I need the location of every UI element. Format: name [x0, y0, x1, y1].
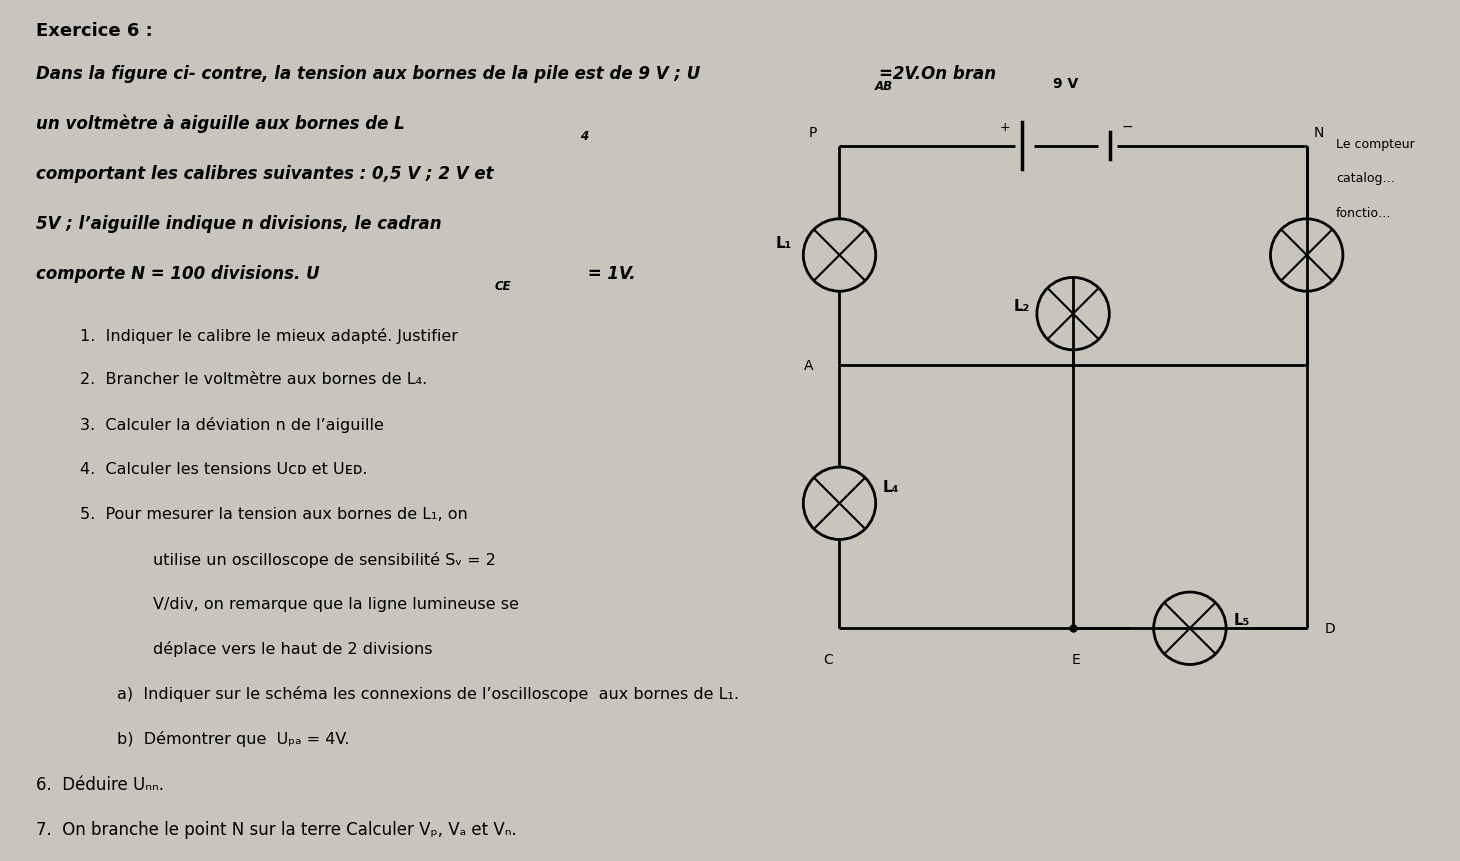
Text: 5.  Pour mesurer la tension aux bornes de L₁, on: 5. Pour mesurer la tension aux bornes de… [80, 506, 469, 521]
Text: 6.  Déduire Uₙₙ.: 6. Déduire Uₙₙ. [36, 775, 165, 793]
Text: L₁: L₁ [775, 235, 791, 251]
Text: a)  Indiquer sur le schéma les connexions de l’oscilloscope  aux bornes de L₁.: a) Indiquer sur le schéma les connexions… [117, 685, 739, 702]
Text: N: N [1314, 126, 1324, 139]
Text: comporte N = 100 divisions. U: comporte N = 100 divisions. U [36, 264, 320, 282]
Text: Dans la figure ci- contre, la tension aux bornes de la pile est de 9 V ; U: Dans la figure ci- contre, la tension au… [36, 65, 701, 83]
Text: CE: CE [495, 280, 511, 293]
Text: 3.  Calculer la déviation n de l’aiguille: 3. Calculer la déviation n de l’aiguille [80, 417, 384, 433]
Text: comportant les calibres suivantes : 0,5 V ; 2 V et: comportant les calibres suivantes : 0,5 … [36, 164, 493, 183]
Text: = 1V.: = 1V. [583, 264, 637, 282]
Text: 2.  Brancher le voltmètre aux bornes de L₄.: 2. Brancher le voltmètre aux bornes de L… [80, 372, 428, 387]
Text: 9 V: 9 V [1053, 77, 1079, 90]
Text: un voltmètre à aiguille aux bornes de L: un voltmètre à aiguille aux bornes de L [36, 115, 406, 133]
Text: +: + [999, 121, 1010, 133]
Text: L₄: L₄ [883, 479, 899, 494]
Text: D: D [1324, 622, 1334, 635]
Text: L₅: L₅ [1234, 612, 1250, 628]
Text: 4: 4 [580, 130, 588, 143]
Text: −: − [1121, 120, 1133, 133]
Text: Exercice 6 :: Exercice 6 : [36, 22, 153, 40]
Text: 1.  Indiquer le calibre le mieux adapté. Justifier: 1. Indiquer le calibre le mieux adapté. … [80, 327, 458, 344]
Text: P: P [809, 126, 818, 139]
Text: C: C [823, 653, 832, 666]
Text: E: E [1072, 653, 1080, 666]
Text: déplace vers le haut de 2 divisions: déplace vers le haut de 2 divisions [153, 641, 432, 657]
Text: A: A [803, 359, 813, 373]
Text: utilise un oscilloscope de sensibilité Sᵥ = 2: utilise un oscilloscope de sensibilité S… [153, 551, 496, 567]
Text: AB: AB [875, 80, 894, 93]
Text: Le compteur: Le compteur [1336, 138, 1415, 151]
Text: 4.  Calculer les tensions Uᴄᴅ et Uᴇᴅ.: 4. Calculer les tensions Uᴄᴅ et Uᴇᴅ. [80, 461, 368, 476]
Text: =2V.On bran: =2V.On bran [879, 65, 996, 83]
Text: 7.  On branche le point N sur la terre Calculer Vₚ, Vₐ et Vₙ.: 7. On branche le point N sur la terre Ca… [36, 820, 517, 838]
Text: 5V ; l’aiguille indique n divisions, le cadran: 5V ; l’aiguille indique n divisions, le … [36, 214, 442, 232]
Text: fonctio…: fonctio… [1336, 207, 1391, 220]
Text: catalog…: catalog… [1336, 172, 1394, 185]
Text: V/div, on remarque que la ligne lumineuse se: V/div, on remarque que la ligne lumineus… [153, 596, 520, 610]
Text: b)  Démontrer que  Uₚₐ = 4V.: b) Démontrer que Uₚₐ = 4V. [117, 730, 349, 746]
Text: L₂: L₂ [1013, 298, 1029, 313]
